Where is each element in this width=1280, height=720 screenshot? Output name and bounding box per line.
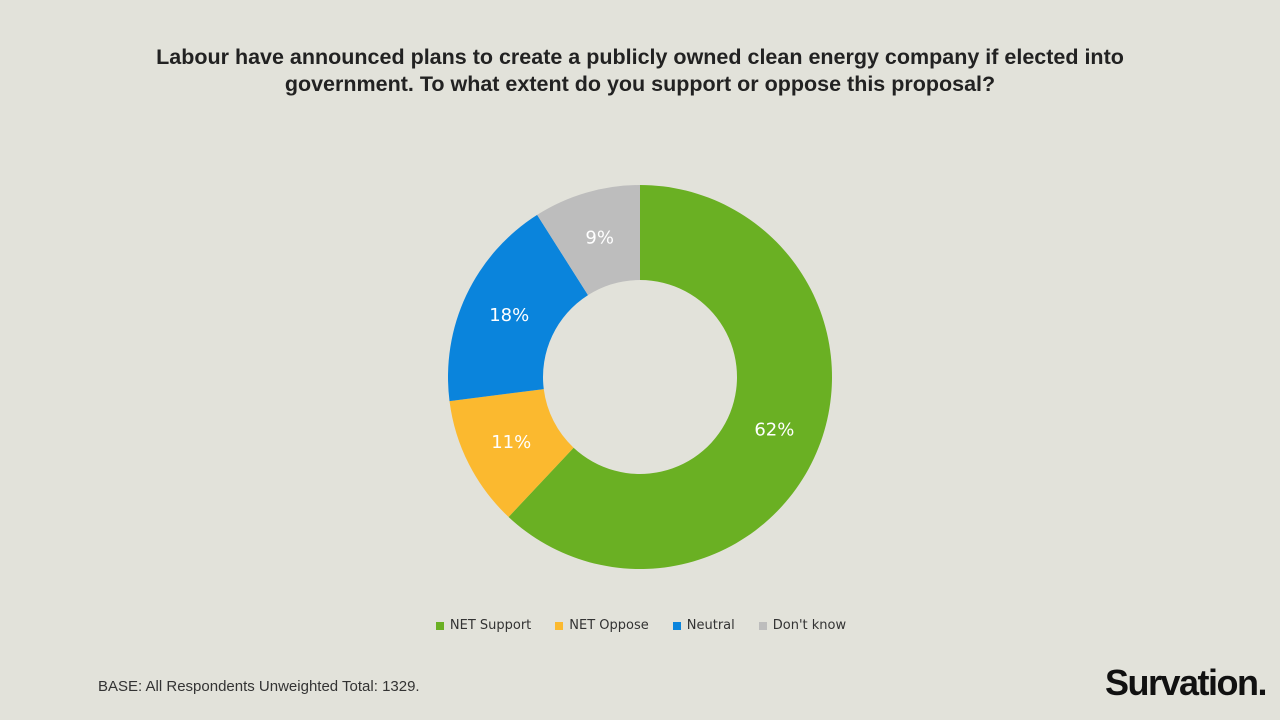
chart-legend: NET Support NET Oppose Neutral Don't know — [0, 618, 1280, 633]
legend-item: Don't know — [757, 618, 846, 633]
legend-label: Neutral — [686, 618, 735, 633]
slice-label: 18% — [489, 305, 529, 326]
base-note: BASE: All Respondents Unweighted Total: … — [98, 678, 420, 695]
legend-label: Don't know — [772, 618, 847, 633]
legend-item: NET Oppose — [553, 618, 649, 633]
legend-label: NET Oppose — [569, 618, 649, 633]
legend-label: NET Support — [449, 618, 532, 633]
legend-swatch — [672, 621, 681, 630]
slice-neutral — [447, 214, 589, 402]
slice-label: 11% — [491, 432, 531, 453]
donut-slices — [447, 185, 833, 569]
legend-swatch — [555, 621, 564, 630]
donut-labels: 62% 11% 18% 9% — [489, 228, 794, 453]
legend-item: Neutral — [671, 618, 735, 633]
slice-label: 62% — [754, 420, 794, 441]
legend-swatch — [758, 621, 767, 630]
survation-logo: Survation. — [1104, 662, 1268, 703]
chart-title: Labour have announced plans to create a … — [156, 45, 1124, 96]
legend-item: NET Support — [434, 618, 531, 633]
slice-label: 9% — [585, 228, 614, 249]
slice-net-support — [508, 185, 833, 569]
slice-don-t-know — [537, 185, 640, 296]
legend-swatch — [435, 621, 444, 630]
slice-net-oppose — [449, 389, 574, 517]
